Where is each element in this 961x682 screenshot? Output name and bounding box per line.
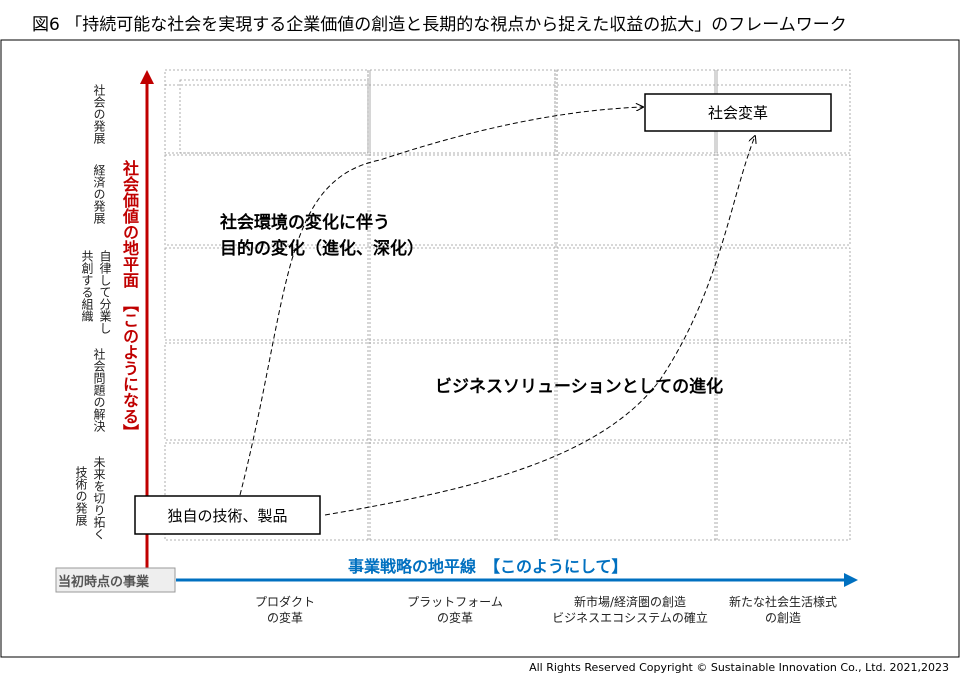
footer: All Rights Reserved Copyright © Sustaina… bbox=[529, 661, 949, 674]
y-category: 技術の発展 bbox=[74, 466, 88, 526]
y-category: 社会問題の解決 bbox=[92, 348, 106, 432]
x-category: 新市場/経済圏の創造ビジネスエコシステムの確立 bbox=[535, 594, 725, 626]
y-arrow bbox=[140, 70, 154, 84]
origin-label: 当初時点の事業 bbox=[58, 575, 150, 590]
node-box bbox=[644, 93, 832, 132]
y-category: 社会の発展 bbox=[92, 84, 106, 144]
node-label: 社会変革 bbox=[707, 104, 768, 122]
x-category: プロダクト の変革 bbox=[230, 594, 340, 626]
annotation-line: 社会環境の変化に伴う bbox=[220, 213, 390, 233]
x-category: 新たな社会生活様式 の創造 bbox=[718, 594, 848, 626]
origin-box bbox=[55, 567, 176, 593]
x-category-line: の変革 bbox=[266, 611, 303, 625]
x-category-line: の変革 bbox=[436, 611, 473, 625]
x-arrow bbox=[844, 573, 858, 587]
x-category-line: ビジネスエコシステムの確立 bbox=[552, 611, 708, 625]
y-category: 未来を切り拓く bbox=[92, 456, 106, 540]
annotation: ビジネスソリューションとしての進化 bbox=[435, 377, 724, 397]
x-category-line: プラットフォーム bbox=[407, 595, 503, 609]
y-axis-label: 社会価値の地平面 【このようになる】 bbox=[120, 160, 139, 440]
x-category-line: 新市場/経済圏の創造 bbox=[573, 595, 687, 609]
path-solution bbox=[324, 136, 755, 516]
x-category: プラットフォーム の変革 bbox=[390, 594, 520, 626]
x-category-line: プロダクト bbox=[254, 595, 315, 609]
grid bbox=[164, 69, 851, 541]
y-category: 経済の発展 bbox=[92, 164, 106, 224]
node-label: 独自の技術、製品 bbox=[167, 507, 288, 525]
y-category: 共創する組織 bbox=[80, 250, 94, 322]
y-category: 自律して分業し bbox=[98, 250, 112, 334]
x-axis-label: 事業戦略の地平線 【このようにして】 bbox=[348, 557, 628, 576]
annotation: 社会環境の変化に伴う目的の変化（進化、深化） bbox=[220, 210, 424, 262]
node-box bbox=[134, 495, 321, 535]
frame bbox=[0, 39, 960, 658]
path-purpose bbox=[239, 107, 643, 496]
x-category-line: の創造 bbox=[764, 611, 801, 625]
title: 図6 「持続可能な社会を実現する企業価値の創造と長期的な視点から捉えた収益の拡大… bbox=[32, 15, 847, 35]
x-category-line: 新たな社会生活様式 bbox=[728, 595, 837, 609]
annotation-line: 目的の変化（進化、深化） bbox=[220, 239, 424, 259]
